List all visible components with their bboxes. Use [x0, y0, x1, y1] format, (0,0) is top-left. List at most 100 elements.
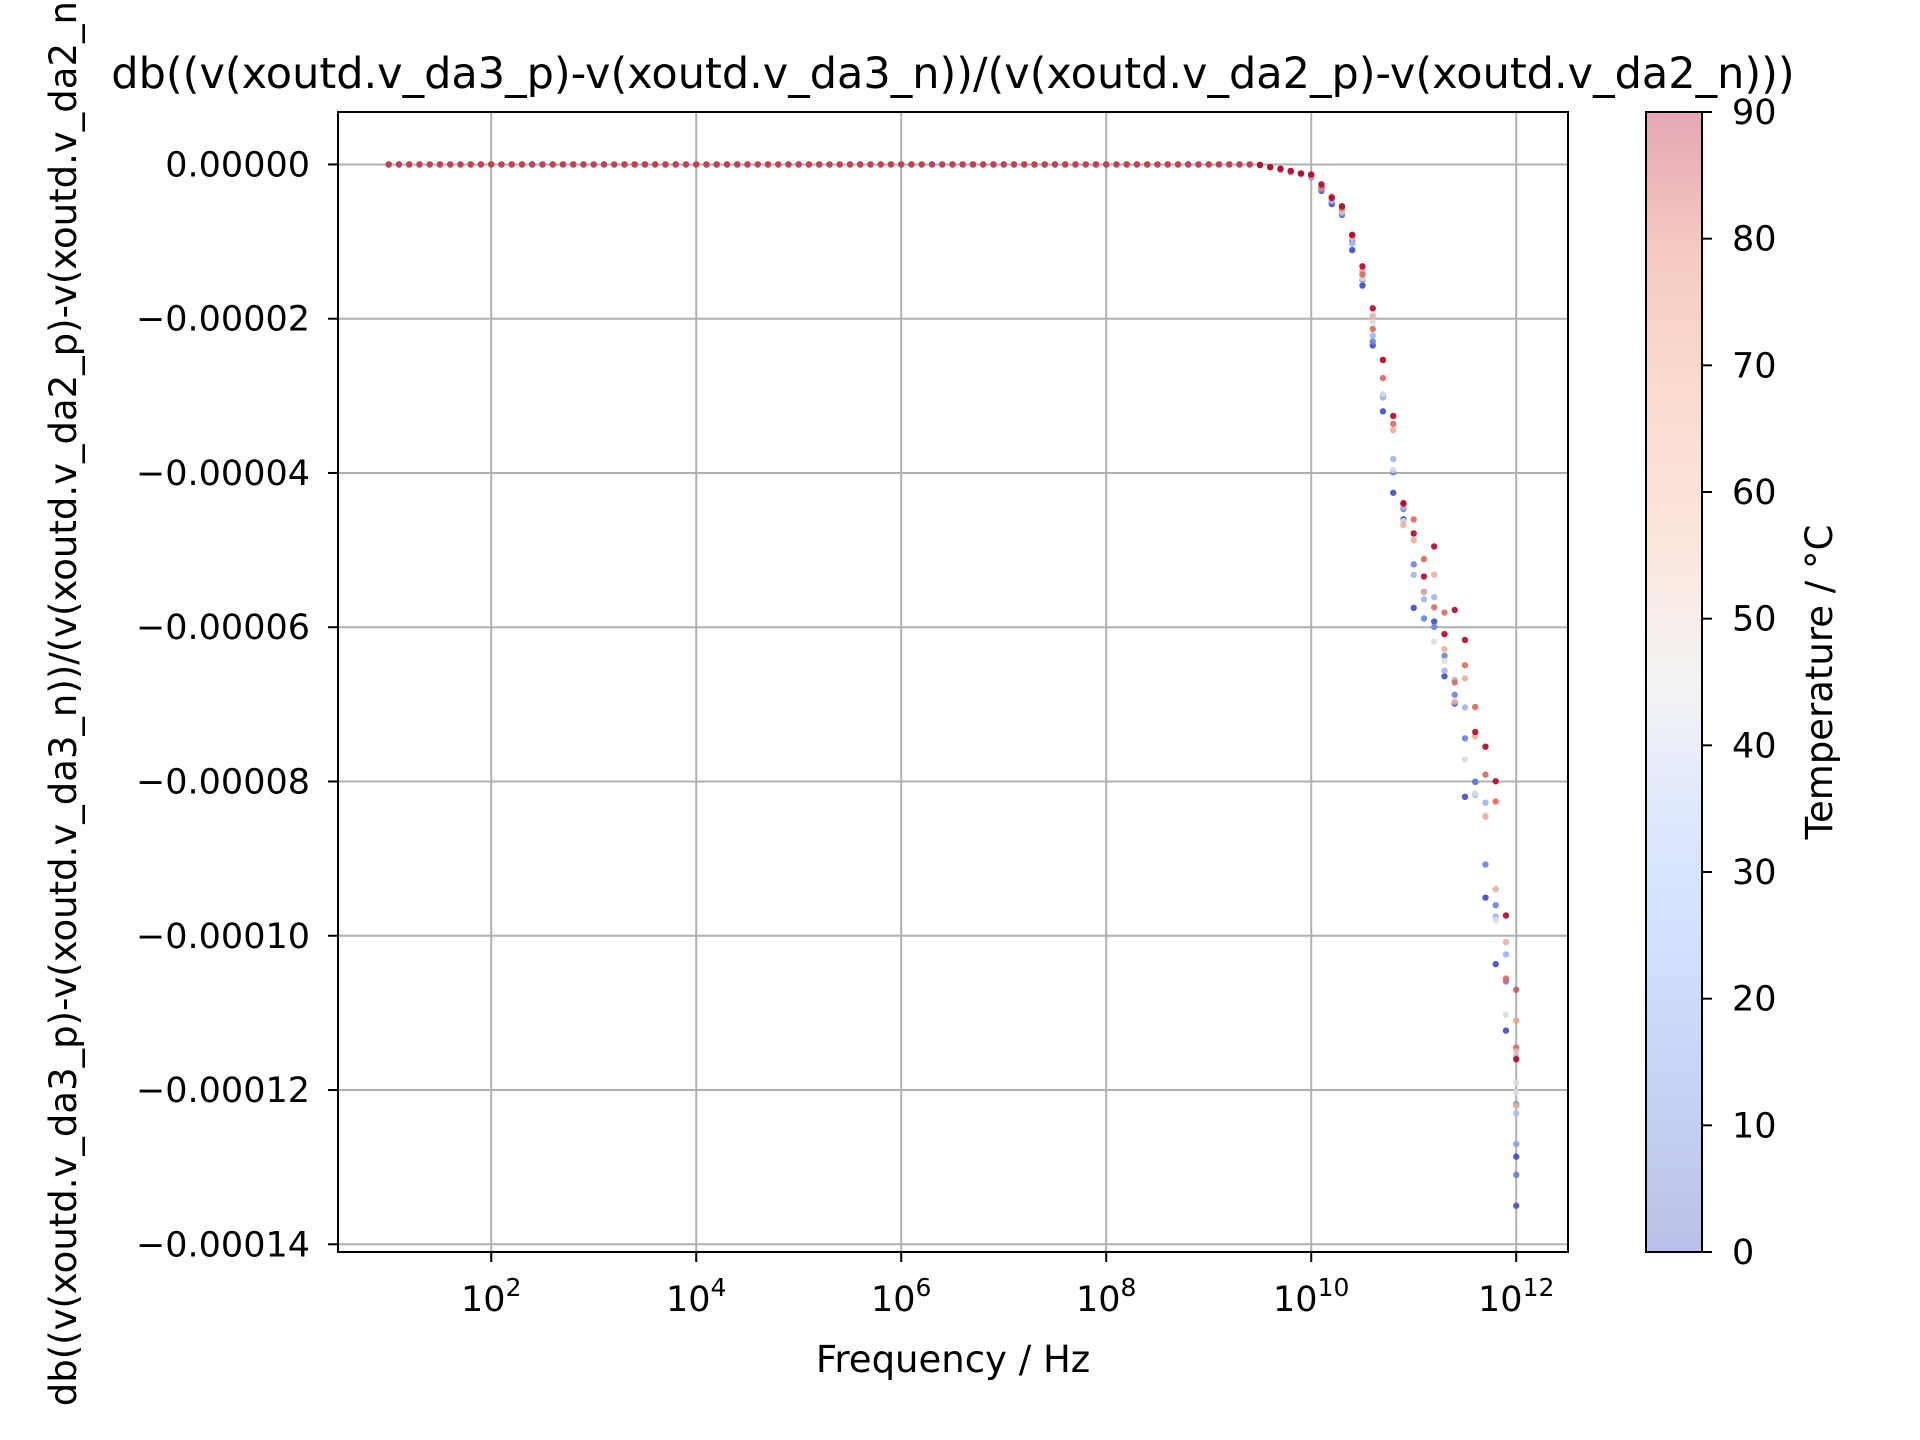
data-point	[1472, 733, 1479, 740]
data-point	[1072, 161, 1079, 168]
colorbar-gradient	[1645, 111, 1703, 1253]
data-point	[693, 161, 700, 168]
data-point	[1482, 861, 1489, 868]
data-point	[703, 161, 710, 168]
y-tick-label: −0.00004	[136, 454, 310, 494]
colorbar-tick-label: 10	[1732, 1106, 1777, 1146]
data-point	[1349, 240, 1356, 247]
data-point	[775, 161, 782, 168]
data-point	[939, 161, 946, 168]
data-point	[1513, 1102, 1520, 1110]
data-point	[1451, 606, 1458, 614]
y-tick-label: −0.00008	[136, 762, 310, 802]
data-point	[1431, 638, 1438, 645]
data-point	[1369, 332, 1376, 339]
data-point	[580, 161, 587, 168]
data-point	[1482, 771, 1489, 778]
data-point	[1492, 778, 1499, 785]
data-point	[1267, 163, 1274, 171]
data-point	[559, 161, 567, 168]
data-point	[1226, 161, 1233, 168]
data-point	[744, 161, 751, 168]
data-point	[1441, 673, 1448, 680]
data-point	[1513, 1089, 1520, 1096]
data-point	[1513, 1171, 1520, 1179]
data-point	[1461, 661, 1469, 669]
data-point	[1492, 960, 1499, 968]
data-point	[641, 161, 649, 168]
colorbar-tick-label: 80	[1732, 220, 1777, 260]
data-point	[395, 161, 403, 168]
data-point	[1051, 161, 1059, 168]
data-point	[1441, 657, 1448, 665]
data-point	[1472, 778, 1479, 785]
data-point	[1420, 556, 1428, 563]
data-point	[467, 161, 474, 168]
data-point	[1410, 604, 1417, 612]
data-point	[1513, 986, 1520, 993]
data-point	[1103, 161, 1110, 168]
data-point	[1502, 1027, 1510, 1034]
data-point	[1461, 756, 1469, 763]
colorbar-tick-label: 60	[1732, 473, 1777, 513]
data-point	[1154, 161, 1161, 168]
data-point	[488, 161, 495, 168]
data-point	[529, 161, 536, 168]
data-point	[1041, 161, 1048, 168]
y-axis-ticks: 0.00000 −0.00002 −0.00004 −0.00006 −0.00008 −…	[136, 145, 338, 1265]
data-point	[877, 161, 884, 168]
colorbar-tick-label: 40	[1732, 726, 1777, 766]
data-point	[1195, 161, 1202, 168]
data-point	[1113, 161, 1120, 168]
y-axis-label: db((v(xoutd.v_da3_p)-v(xoutd.v_da3_n))/(…	[42, 0, 85, 1406]
data-point	[1359, 282, 1366, 289]
data-point	[1349, 246, 1356, 254]
chart-title: db((v(xoutd.v_da3_p)-v(xoutd.v_da3_n))/(…	[111, 49, 1794, 99]
data-point	[826, 161, 833, 168]
data-point	[549, 161, 556, 168]
data-point	[1410, 571, 1417, 579]
data-point	[1513, 1202, 1520, 1209]
data-point	[1451, 679, 1458, 686]
data-point	[1379, 356, 1387, 364]
data-point	[1441, 652, 1448, 660]
data-point	[1338, 202, 1346, 210]
data-point	[1185, 161, 1192, 168]
data-point	[1400, 521, 1407, 528]
data-point	[1472, 703, 1479, 711]
colorbar-tick-label: 0	[1732, 1233, 1754, 1273]
data-points	[385, 161, 1520, 1209]
data-point	[570, 161, 577, 168]
data-point	[1308, 171, 1315, 178]
data-point	[1461, 636, 1469, 644]
data-point	[1431, 623, 1438, 631]
data-point	[1482, 894, 1489, 901]
data-point	[1513, 1140, 1520, 1148]
data-point	[621, 161, 628, 168]
data-point	[857, 161, 864, 168]
data-point	[508, 161, 515, 168]
data-point	[385, 161, 392, 168]
data-point	[1082, 161, 1089, 168]
data-point	[1256, 161, 1264, 169]
grid-lines	[338, 112, 1568, 1252]
data-point	[969, 161, 977, 168]
data-point	[1502, 912, 1510, 919]
y-tick-label: −0.00014	[136, 1225, 310, 1265]
data-point	[734, 161, 741, 168]
data-point	[990, 161, 997, 168]
data-point	[1349, 231, 1356, 238]
data-point	[1236, 161, 1243, 168]
colorbar-tick-label: 90	[1732, 93, 1777, 133]
data-point	[1441, 645, 1448, 653]
data-point	[1441, 630, 1448, 638]
data-point	[1461, 793, 1469, 801]
data-point	[1369, 338, 1376, 345]
data-point	[1287, 167, 1294, 175]
data-point	[785, 161, 792, 168]
data-point	[1431, 593, 1438, 601]
data-point	[1379, 390, 1387, 398]
data-point	[436, 161, 444, 168]
data-point	[1431, 618, 1438, 625]
data-point	[1010, 161, 1018, 168]
